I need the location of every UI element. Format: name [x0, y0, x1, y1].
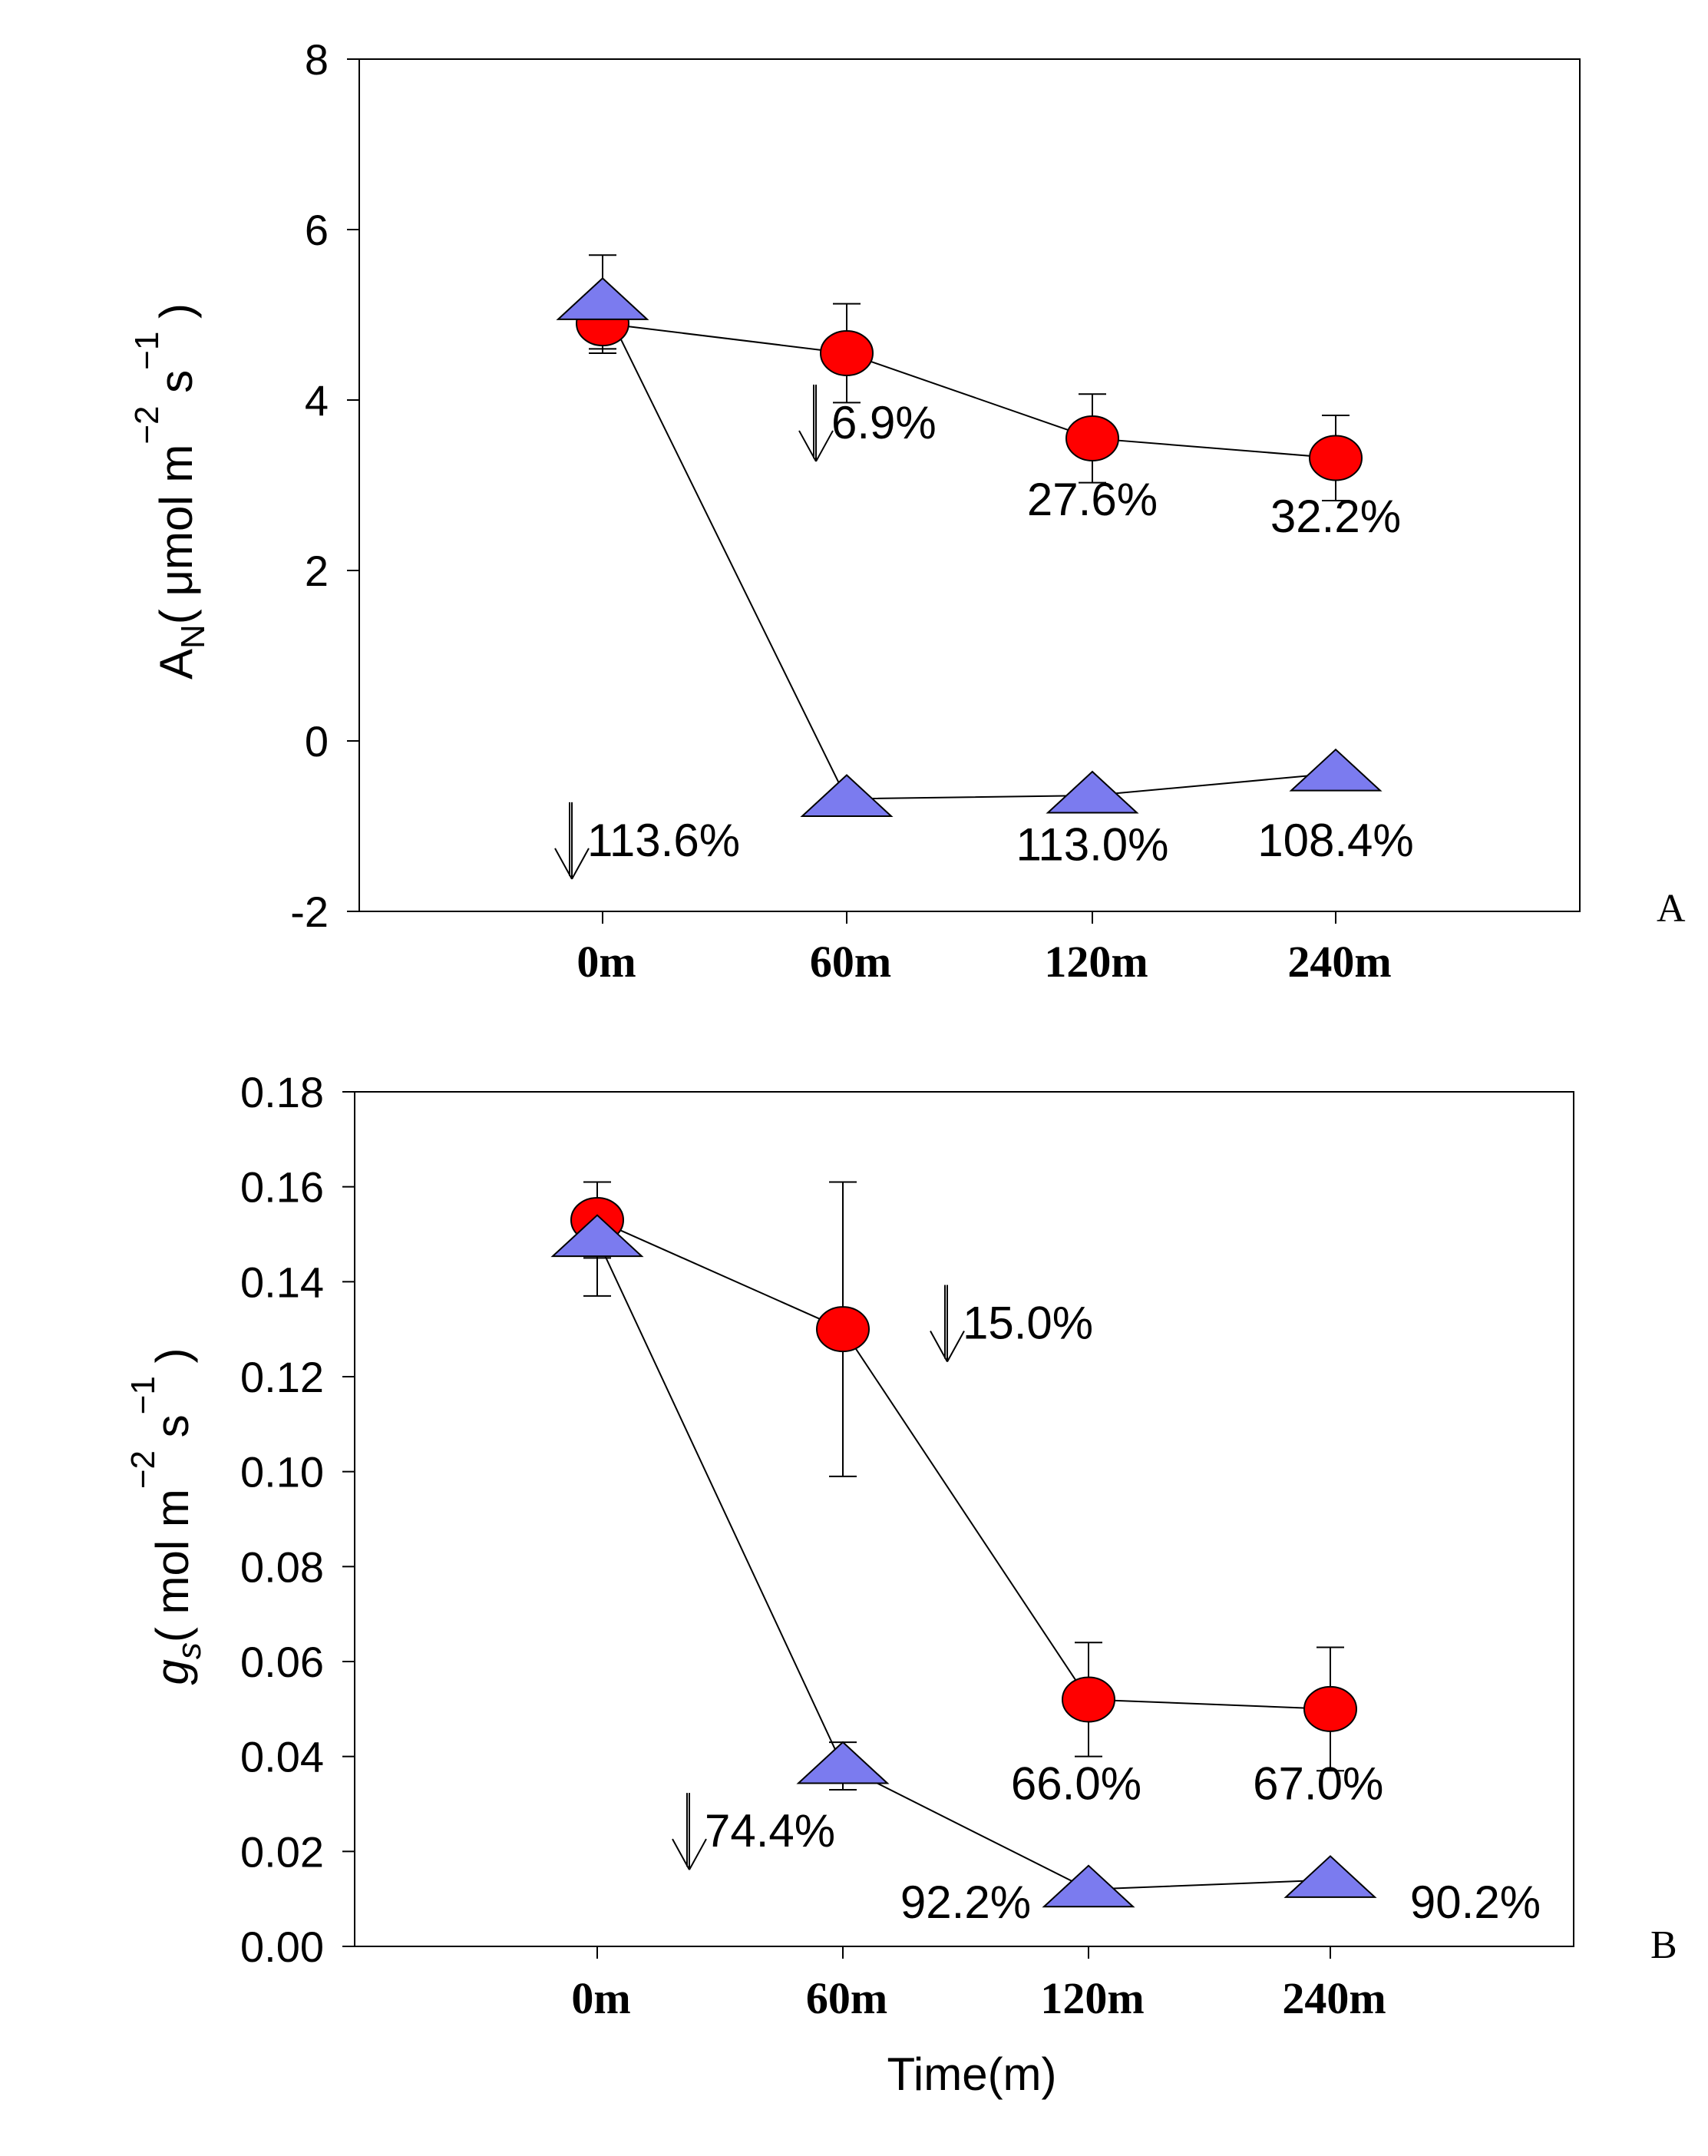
series-line-control [602, 322, 1336, 459]
y-axis-label: gs( mol m−2 s−1 ) [124, 1348, 208, 1685]
data-point-circle [1309, 435, 1363, 481]
chart-panel-b: 0.00 0.02 0.04 0.06 0.08 0.10 0.12 0.14 0.16 0.18… [124, 1068, 1677, 2100]
annotation-label: 67.0% [1253, 1758, 1383, 1809]
y-axis-label-part: ( μmol m [150, 445, 202, 625]
plot-frame [358, 58, 1581, 912]
series-line-treatment [602, 301, 1336, 800]
y-tick-label: 0.18 [240, 1068, 324, 1116]
series-line-control [596, 1219, 1331, 1710]
annotation: 32.2% [1270, 491, 1401, 542]
y-axis-label-part: ) [150, 303, 202, 332]
y-tick-label: 0.08 [240, 1543, 324, 1591]
y-tick-label: 0.02 [240, 1827, 324, 1876]
y-tick-label: 8 [305, 35, 329, 84]
down-arrow-icon [554, 848, 573, 880]
data-point-triangle [1289, 748, 1383, 792]
x-tick-label: 60m [810, 937, 891, 987]
annotation-label: 108.4% [1257, 815, 1414, 866]
annotation-label: 32.2% [1270, 491, 1401, 542]
y-axis-label-part: −2 [128, 405, 166, 444]
down-arrow-icon [672, 1838, 690, 1870]
x-tick-label: 0m [576, 937, 636, 987]
x-tick-label: 60m [806, 1973, 887, 2023]
data-point-triangle [800, 774, 894, 817]
annotation-label: 113.6% [587, 815, 740, 866]
y-tick-label: 2 [305, 547, 329, 595]
data-point-circle [816, 1306, 870, 1353]
y-axis-label-part: ) [147, 1348, 198, 1376]
y-tick-label: 0 [305, 717, 329, 766]
annotation: 15.0% [930, 1285, 1093, 1363]
data-point-triangle [550, 1214, 644, 1258]
annotation-label: 90.2% [1410, 1877, 1541, 1928]
annotation: 67.0% [1253, 1758, 1383, 1809]
y-tick-label: 6 [305, 206, 329, 254]
y-axis-label-part: −2 [124, 1450, 162, 1489]
y-axis-label-part: ( mol m [147, 1489, 198, 1642]
panel-label: B [1650, 1923, 1677, 1967]
series-line-treatment [596, 1238, 1331, 1890]
down-arrow-icon [689, 1838, 707, 1870]
annotation-label: 92.2% [900, 1877, 1031, 1928]
annotation-label: 15.0% [963, 1298, 1093, 1349]
annotation-label: 6.9% [831, 397, 937, 448]
down-arrow-icon [947, 1331, 965, 1363]
y-axis-label-part: s [150, 370, 202, 406]
annotation: 27.6% [1027, 474, 1158, 525]
annotation-label: 27.6% [1027, 474, 1158, 525]
y-axis-label-part: −1 [124, 1376, 162, 1414]
annotation: 6.9% [798, 384, 937, 462]
data-point-circle [1062, 1676, 1115, 1723]
y-tick-label: -2 [290, 888, 329, 936]
down-arrow-icon [571, 848, 590, 880]
data-point-circle [820, 329, 874, 376]
x-tick-label: 240m [1282, 1973, 1386, 2023]
y-axis-label-part: g [147, 1659, 198, 1685]
y-tick-label: 0.12 [240, 1353, 324, 1401]
y-axis-label-part: N [174, 624, 212, 649]
y-axis-label: AN( μmol m−2 s−1 ) [128, 303, 212, 680]
annotation: 66.0% [1011, 1758, 1141, 1809]
x-tick-label: 0m [571, 1973, 630, 2023]
annotation: 113.6% [554, 802, 740, 880]
y-tick-label: 0.06 [240, 1638, 324, 1686]
y-axis-label-part: s [147, 1414, 198, 1450]
down-arrow-icon [815, 430, 834, 462]
annotation-label: 74.4% [705, 1805, 835, 1857]
y-tick-label: 0.16 [240, 1163, 324, 1212]
panel-label: A [1657, 887, 1686, 931]
y-tick-label: 4 [305, 376, 329, 425]
annotation-label: 113.0% [1016, 818, 1168, 870]
data-point-circle [1303, 1685, 1357, 1732]
annotation: 92.2% [900, 1877, 1031, 1928]
x-tick-label: 120m [1040, 1973, 1144, 2023]
y-axis-label-part: s [170, 1642, 208, 1659]
y-tick-label: 0.10 [240, 1448, 324, 1496]
annotation: 108.4% [1257, 815, 1414, 866]
y-tick-label: 0.00 [240, 1923, 324, 1971]
x-tick-label: 240m [1287, 937, 1391, 987]
down-arrow-icon [798, 430, 817, 462]
x-axis-label: Time(m) [887, 2049, 1056, 2100]
data-point-triangle [1283, 1855, 1377, 1898]
y-tick-label: 0.04 [240, 1733, 324, 1781]
annotation: 90.2% [1410, 1877, 1541, 1928]
data-point-triangle [1042, 1864, 1135, 1908]
chart-panel-a: -2 0 2 4 6 8 0m 60m 120m 240m 6.9% 27.6% 32.2% 113.6%… [128, 35, 1686, 987]
x-tick-label: 120m [1044, 937, 1148, 987]
y-tick-label: 0.14 [240, 1258, 324, 1306]
data-point-triangle [1046, 770, 1139, 814]
data-point-triangle [556, 276, 649, 320]
y-axis-label-part: −1 [128, 332, 166, 370]
annotation: 74.4% [672, 1793, 835, 1870]
data-point-circle [1065, 415, 1119, 461]
down-arrow-icon [930, 1331, 948, 1363]
annotation-label: 66.0% [1011, 1758, 1141, 1809]
plot-frame [354, 1091, 1574, 1947]
data-point-triangle [796, 1741, 890, 1784]
annotation: 113.0% [1016, 818, 1168, 870]
y-axis-label-part: A [150, 649, 202, 680]
